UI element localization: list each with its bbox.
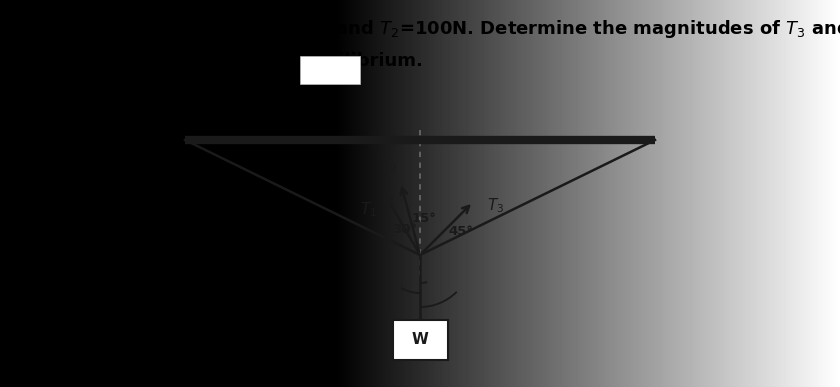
- Text: 15°: 15°: [412, 212, 437, 225]
- Text: W: W: [412, 332, 428, 348]
- Bar: [300, 56, 360, 84]
- Text: W? Assume the system is in equilibrium.: W? Assume the system is in equilibrium.: [12, 52, 423, 70]
- Bar: [392, 320, 448, 360]
- Text: $T_3$: $T_3$: [487, 197, 504, 215]
- Text: 45°: 45°: [448, 225, 473, 238]
- Text: 3. In the figure shown $T_1$=200N and $T_2$=100N. Determine the magnitudes of $T: 3. In the figure shown $T_1$=200N and $T…: [12, 18, 840, 40]
- Text: $T_1$: $T_1$: [360, 200, 377, 219]
- Text: $T_2$: $T_2$: [380, 156, 397, 175]
- Text: 30°: 30°: [392, 223, 417, 236]
